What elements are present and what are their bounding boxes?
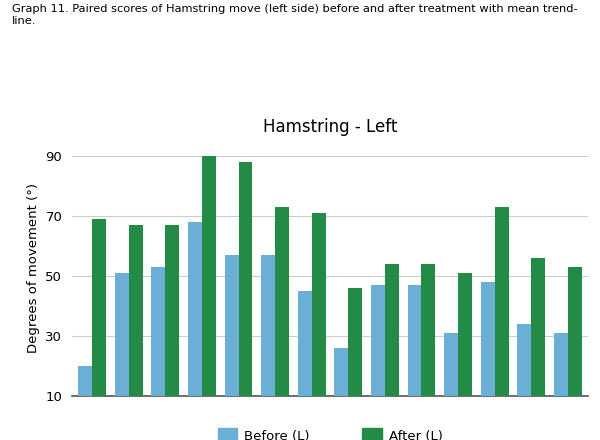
Bar — [444, 333, 458, 426]
Bar — [385, 264, 399, 426]
Bar — [334, 348, 348, 426]
Bar — [129, 225, 143, 426]
Y-axis label: Degrees of movement (°): Degrees of movement (°) — [27, 183, 40, 353]
Bar — [421, 264, 436, 426]
Bar — [151, 267, 166, 426]
Bar — [92, 219, 106, 426]
Bar — [407, 285, 421, 426]
Bar — [239, 162, 253, 426]
Bar — [568, 267, 582, 426]
Bar — [188, 222, 202, 426]
Bar — [554, 333, 568, 426]
Bar — [517, 324, 531, 426]
Bar — [531, 258, 545, 426]
Bar — [298, 291, 312, 426]
Bar — [275, 207, 289, 426]
Text: Graph 11. Paired scores of Hamstring move (left side) before and after treatment: Graph 11. Paired scores of Hamstring mov… — [12, 4, 578, 26]
Legend: Before (L), After (L): Before (L), After (L) — [212, 423, 448, 440]
Bar — [481, 282, 494, 426]
Bar — [115, 273, 129, 426]
Bar — [312, 213, 326, 426]
Bar — [166, 225, 179, 426]
Bar — [371, 285, 385, 426]
Bar — [202, 156, 216, 426]
Bar — [261, 255, 275, 426]
Bar — [348, 288, 362, 426]
Title: Hamstring - Left: Hamstring - Left — [263, 118, 397, 136]
Bar — [494, 207, 509, 426]
Bar — [224, 255, 239, 426]
Bar — [78, 366, 92, 426]
Bar — [458, 273, 472, 426]
